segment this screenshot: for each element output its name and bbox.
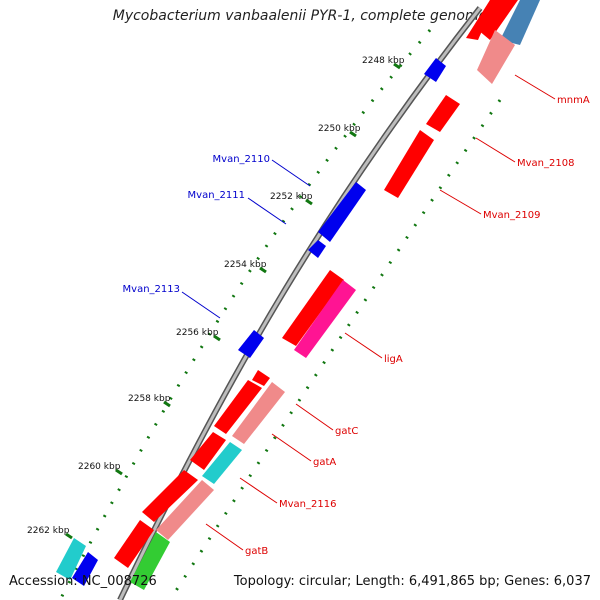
gene-label[interactable]: Mvan_2108	[517, 158, 574, 169]
gene-label[interactable]: Mvan_2109	[483, 210, 540, 221]
accession-text: Accession: NC_008726	[9, 574, 157, 589]
gene-fwd-gatA-red[interactable]	[190, 432, 226, 470]
kbp-tick-mark	[349, 130, 357, 138]
inner-guide-dots	[168, 99, 502, 600]
gene-leader-line	[271, 433, 312, 462]
kbp-guides	[58, 29, 502, 600]
kbp-tick-label: 2262 kbp	[27, 526, 70, 536]
gene-gatB[interactable]	[156, 480, 214, 540]
kbp-tick-mark	[393, 62, 401, 70]
kbp-tick-label: 2248 kbp	[362, 56, 405, 66]
gene-leader-line	[247, 197, 287, 225]
kbp-tick-mark	[213, 334, 221, 342]
gene-mnmA[interactable]	[477, 30, 515, 84]
kbp-tick-mark	[259, 266, 267, 274]
kbp-tick-label: 2254 kbp	[224, 260, 267, 270]
gene-mvan-2113[interactable]	[238, 330, 264, 358]
gene-label[interactable]: Mvan_2113	[123, 284, 180, 295]
gene-mvan-2110[interactable]	[318, 182, 366, 242]
gene-fwd-gatC-red[interactable]	[214, 380, 262, 434]
kbp-tick-mark	[65, 532, 73, 540]
gene-fwd-red-bottom[interactable]	[114, 520, 154, 568]
gene-leader-line	[181, 291, 221, 319]
gene-label[interactable]: Mvan_2111	[188, 190, 245, 201]
kbp-tick-label: 2260 kbp	[78, 462, 121, 472]
gene-gatA[interactable]	[232, 382, 285, 444]
gene-mvan-2116[interactable]	[202, 442, 242, 484]
gene-leader-line	[205, 523, 244, 551]
forward-strand-genes	[114, 0, 540, 590]
gene-label[interactable]: gatB	[245, 546, 268, 557]
gene-rev-2107[interactable]	[424, 58, 446, 82]
gene-leader-line	[295, 403, 334, 431]
gene-label[interactable]: mnmA	[557, 95, 590, 106]
kbp-tick-label: 2256 kbp	[176, 328, 219, 338]
gene-fwd-top-steel[interactable]	[500, 0, 540, 45]
map-title: Mycobacterium vanbaalenii PYR-1, complet…	[112, 8, 488, 24]
gene-leader-line	[475, 137, 516, 163]
gene-leader-line	[239, 477, 278, 504]
kbp-tick-label: 2258 kbp	[128, 394, 171, 404]
gene-leader-line	[271, 159, 311, 187]
gene-mvan-2108[interactable]	[426, 95, 460, 132]
reverse-gene-labels: Mvan_2110 Mvan_2111 Mvan_2113	[123, 154, 311, 319]
gene-mvan-2111[interactable]	[308, 240, 326, 258]
gene-rev-cyan[interactable]	[56, 538, 86, 580]
gene-gatC[interactable]	[252, 370, 270, 386]
kbp-tick-mark	[115, 468, 123, 476]
kbp-tick-labels: 2248 kbp 2250 kbp 2252 kbp 2254 kbp 2256 kbp…	[27, 56, 405, 540]
gene-label[interactable]: gatC	[335, 426, 358, 437]
outer-guide-dots	[58, 29, 432, 600]
gene-fwd-red-lower[interactable]	[142, 470, 198, 522]
gene-fwd-2107[interactable]	[466, 0, 493, 40]
kbp-tick-mark	[163, 400, 171, 408]
gene-leader-line	[439, 189, 482, 215]
gene-rev-blue-bottom[interactable]	[72, 552, 98, 586]
kbp-tick-label: 2252 kbp	[270, 192, 313, 202]
gene-label[interactable]: gatA	[313, 457, 336, 468]
gene-fwd-green[interactable]	[130, 532, 170, 590]
gene-fwd-ligA-red[interactable]	[282, 270, 344, 346]
gene-leader-line	[344, 332, 383, 359]
gene-label[interactable]: Mvan_2110	[213, 154, 270, 165]
reverse-strand-genes	[56, 58, 446, 586]
gene-ligA[interactable]	[294, 280, 356, 358]
kbp-tick-label: 2250 kbp	[318, 124, 361, 134]
kbp-tick-mark	[305, 198, 313, 206]
gene-leader-line	[514, 74, 556, 100]
gene-label[interactable]: ligA	[384, 354, 403, 365]
genome-summary-text: Topology: circular; Length: 6,491,865 bp…	[233, 574, 591, 589]
gene-label[interactable]: Mvan_2116	[279, 499, 336, 510]
gene-mvan-2109[interactable]	[384, 130, 434, 198]
forward-gene-labels: mnmA Mvan_2108 Mvan_2109 ligA gatC gatA Mvan_2…	[205, 74, 590, 557]
